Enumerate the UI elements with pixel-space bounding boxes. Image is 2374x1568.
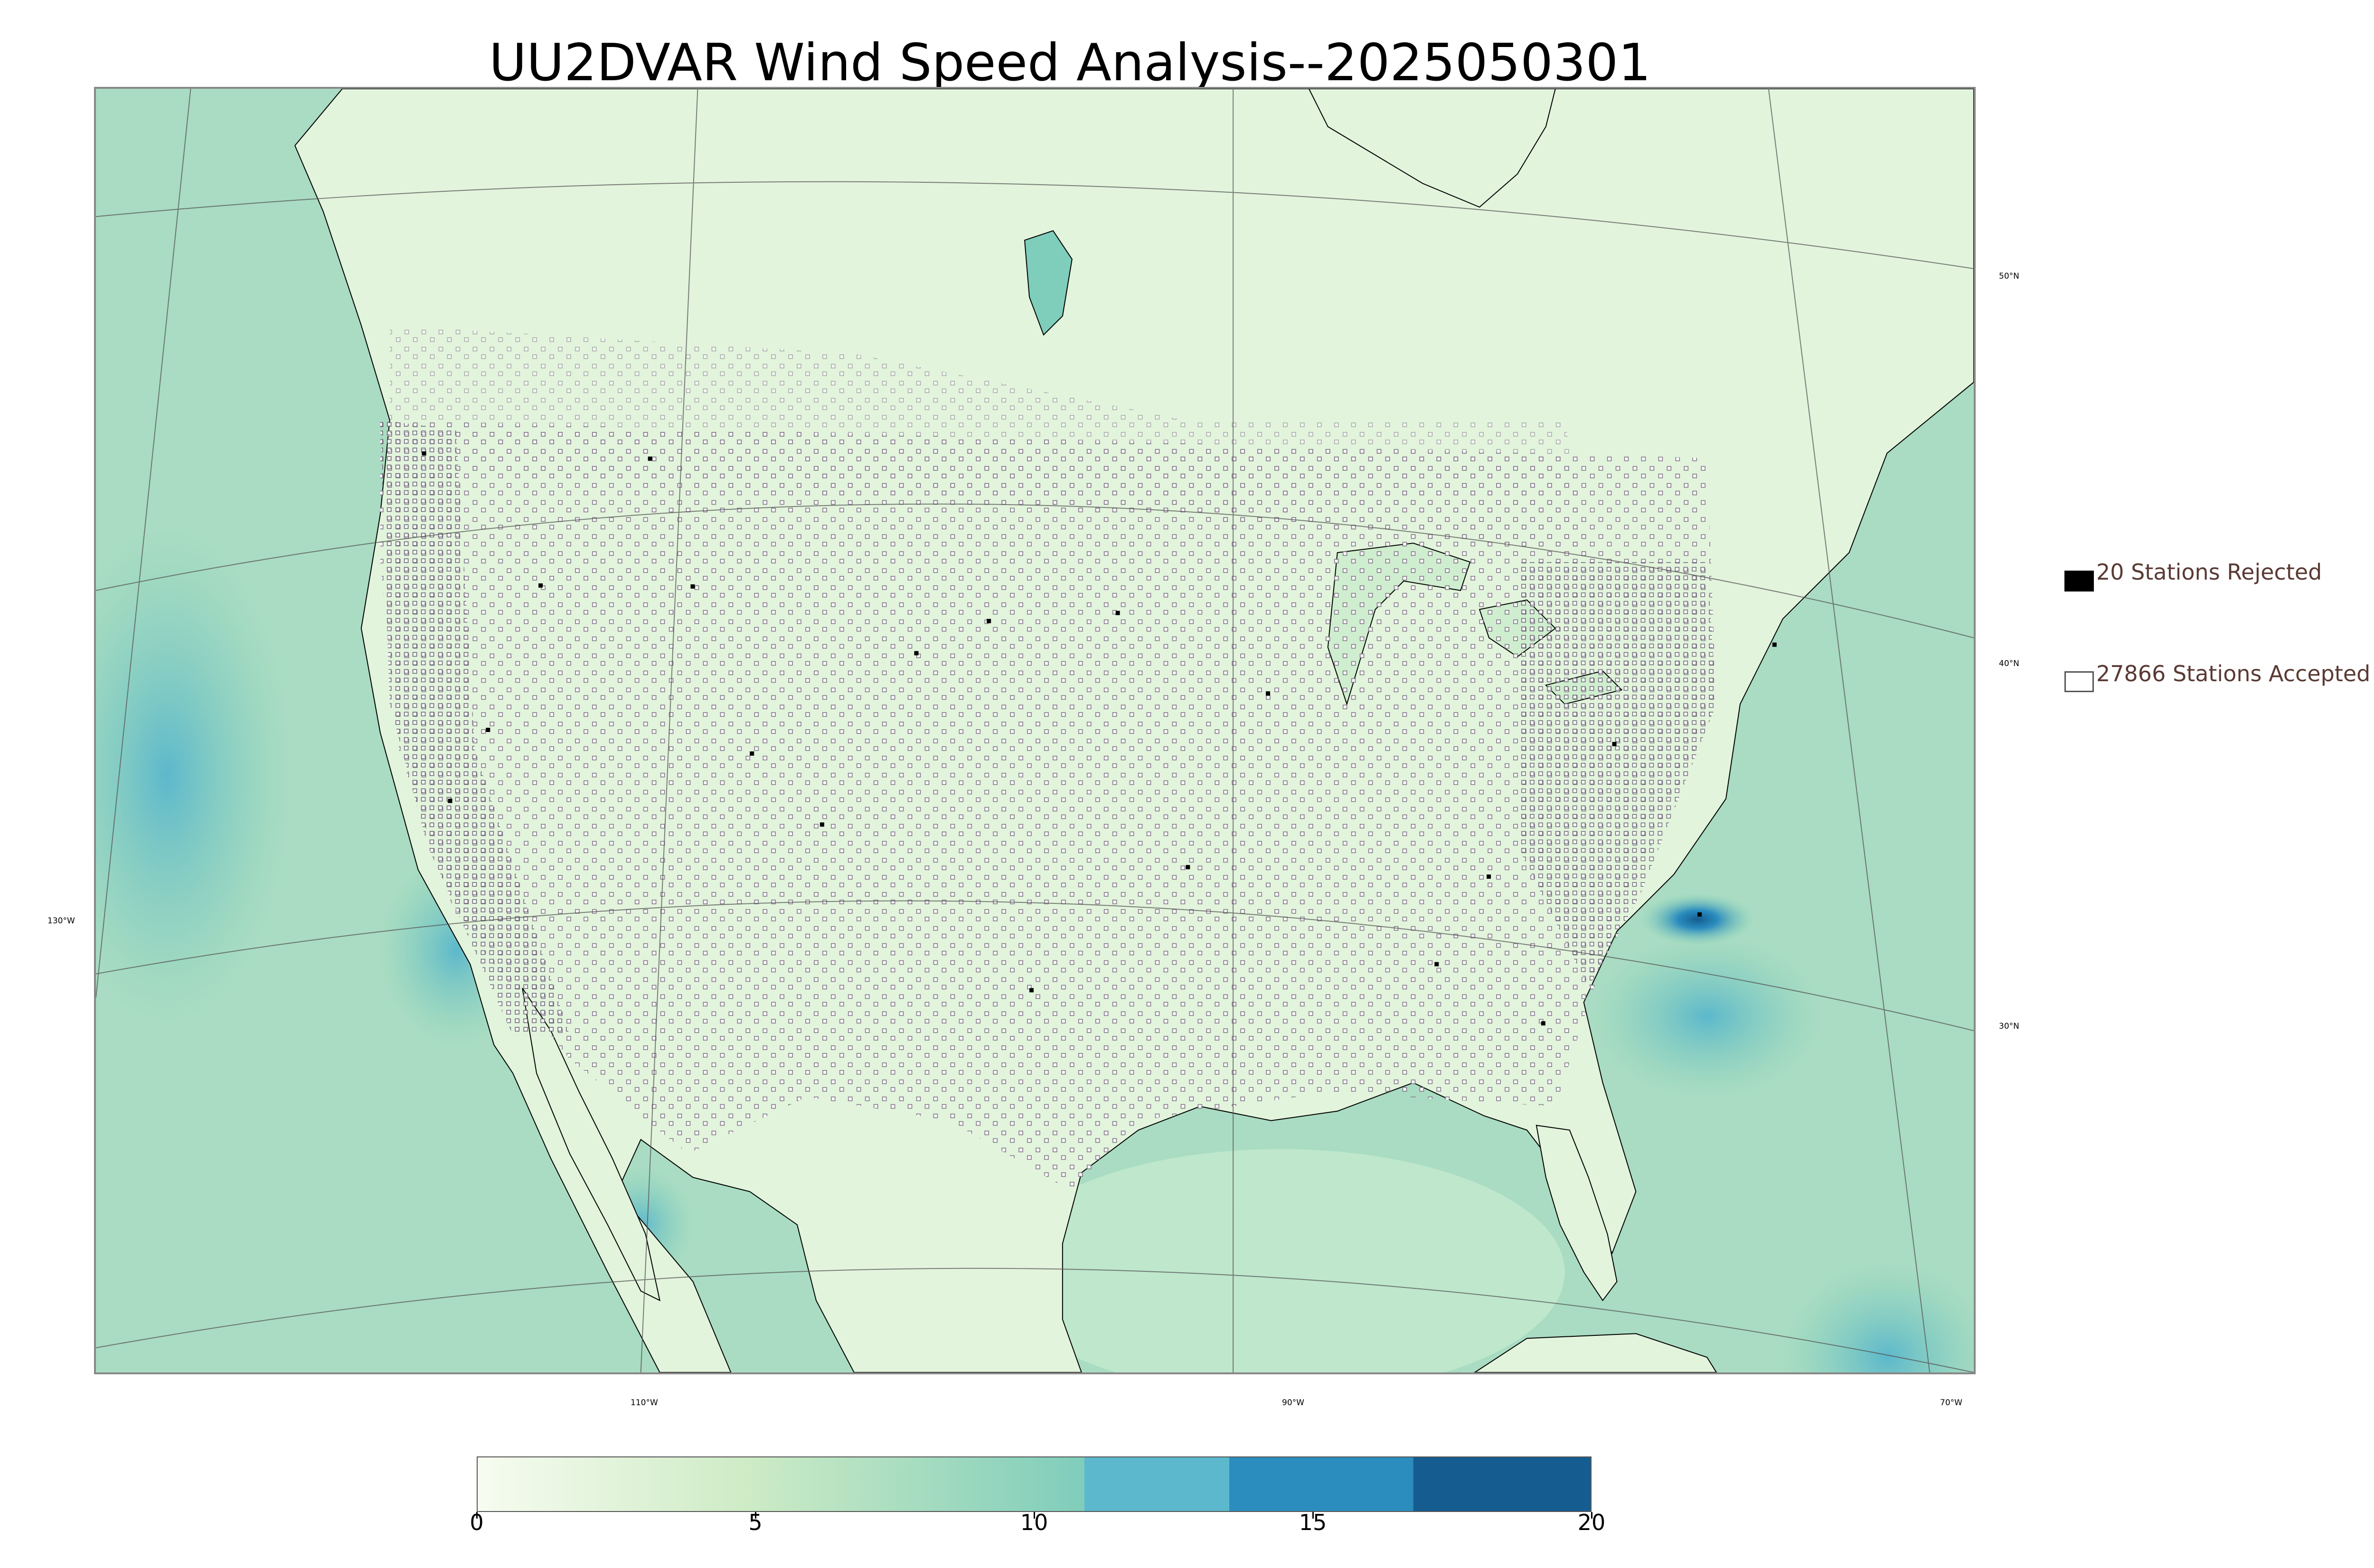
graticule-lines: [96, 89, 1974, 1372]
colorbar-tick-label: 0: [470, 1510, 484, 1535]
lon-label-90w: 90°W: [1282, 1398, 1304, 1408]
legend-label-accepted: 27866 Stations Accepted: [2096, 661, 2371, 686]
gulf-of-mexico-field: [996, 1149, 1565, 1372]
atlantic-wind-max-1: [1593, 936, 1821, 1097]
lat-label-30n: 30°N: [1999, 1022, 2019, 1031]
cuba: [1474, 1333, 1717, 1372]
colorbar-segment: [1084, 1456, 1229, 1512]
colorbar-tick: [1312, 1512, 1314, 1519]
wind-speed-colorbar: [477, 1456, 1592, 1512]
station-markers-east-coast: [1517, 562, 1717, 988]
lon-label-70w: 70°W: [1940, 1398, 1962, 1408]
lat-label-50n: 50°N: [1999, 272, 2019, 281]
legend-label-rejected: 20 Stations Rejected: [2096, 559, 2322, 585]
station-markers-usa: [380, 420, 1717, 1192]
lat-label-40n: 40°N: [1999, 659, 2019, 668]
rejected-station-markers: [422, 451, 1777, 1026]
lon-label-110w: 110°W: [631, 1398, 658, 1408]
map-title: UU2DVAR Wind Speed Analysis--2025050301: [489, 33, 1651, 93]
station-markers-west-coast: [380, 420, 570, 1036]
colorbar-tick-label: 15: [1299, 1510, 1327, 1535]
colorbar-tick-label: 10: [1020, 1510, 1048, 1535]
pacific-wind-max: [96, 529, 291, 1022]
station-markers-canada: [389, 325, 1589, 553]
hudson-bay-shore: [1308, 89, 1556, 208]
legend-swatch-rejected: [2064, 571, 2094, 592]
baja-peninsula: [522, 987, 661, 1302]
colorbar-tick: [1591, 1512, 1592, 1519]
colorbar-tick-label: 20: [1577, 1510, 1606, 1535]
lake-winnipeg: [1024, 230, 1073, 336]
wind-speed-map-canvas: [96, 89, 1974, 1372]
colorbar-tick: [476, 1512, 478, 1519]
colorbar-tick: [1034, 1512, 1035, 1519]
colorbar-tick: [755, 1512, 756, 1519]
colorbar-segment: [477, 1456, 1084, 1512]
legend-swatch-accepted: [2064, 671, 2094, 692]
colorbar-segment: [1229, 1456, 1413, 1512]
colorbar-tick-label: 5: [748, 1510, 763, 1535]
colorbar-segment: [1413, 1456, 1592, 1512]
wind-speed-map: [94, 87, 1976, 1374]
atlantic-gale-center: [1640, 893, 1754, 946]
lon-label-130w: 130°W: [47, 916, 75, 926]
florida-peninsula: [1536, 1125, 1618, 1302]
